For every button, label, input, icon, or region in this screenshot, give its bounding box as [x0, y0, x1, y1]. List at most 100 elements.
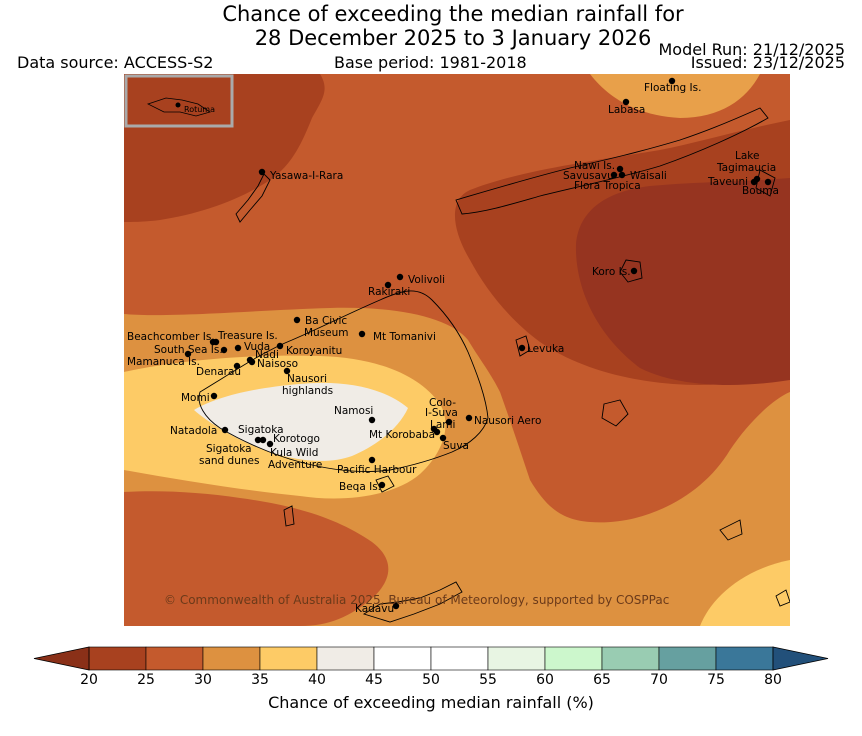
place-dot [258, 168, 266, 176]
place-label: Taveuni [707, 176, 748, 188]
place-label: Koro Is. [592, 266, 631, 278]
colorbar-segment [88, 646, 147, 671]
islet-coast-2 [775, 589, 790, 607]
place-label: Lami [430, 419, 455, 431]
rotuma-inset-frame [124, 74, 234, 128]
place-label: Kula Wild [270, 447, 318, 459]
colorbar-tick-label: 75 [707, 672, 725, 688]
colorbar-tick-label: 35 [251, 672, 269, 688]
place-label: Mamanuca Is. [127, 356, 200, 368]
place-label: Naisoso [257, 358, 298, 370]
place-label: Sigatoka [238, 424, 284, 436]
place-label: Adventure [268, 459, 322, 471]
colorbar-over-arrow [772, 646, 829, 671]
model-run-label: Model Run: 21/12/2025 [658, 40, 846, 59]
place-label: Rakiraki [368, 286, 410, 298]
place-dot [610, 171, 618, 179]
contour-20-core-east [575, 178, 790, 385]
colorbar-segment [430, 646, 489, 671]
place-dot [433, 428, 441, 436]
viti-levu-coast [198, 290, 489, 472]
place-label: Nadi [255, 349, 279, 361]
colorbar-segment [715, 646, 774, 671]
place-label: Kadavu [355, 603, 394, 615]
place-dot [283, 367, 291, 375]
place-dot [622, 98, 630, 106]
contour-40-45 [194, 382, 408, 461]
place-label: Sigatoka [206, 443, 252, 455]
place-label: Suva [443, 440, 469, 452]
colorbar-segment [544, 646, 603, 671]
place-label: Koroyanitu [286, 345, 342, 357]
place-dot [518, 344, 526, 352]
place-dot [764, 178, 772, 186]
place-label: Savusavu [563, 170, 614, 182]
place-dot [396, 273, 404, 281]
colorbar-segment [259, 646, 318, 671]
place-dot [358, 330, 366, 338]
place-label: Bouma [742, 185, 779, 197]
place-label: Treasure Is. [217, 330, 278, 342]
islet-coast-3 [283, 505, 295, 527]
koro-coast [619, 259, 643, 283]
colorbar-label: Chance of exceeding median rainfall (%) [268, 693, 594, 712]
islet-coast-1 [719, 519, 743, 541]
rotuma-dot [175, 102, 181, 108]
vanua-levu-coast [455, 107, 769, 215]
place-dot [445, 418, 453, 426]
place-label: Nausori Aero [474, 415, 541, 427]
colorbar-segment [316, 646, 375, 671]
colorbar-tick-label: 25 [137, 672, 155, 688]
place-dot [220, 346, 228, 354]
contour-25-30-southwest [124, 491, 389, 626]
coastlines [198, 107, 790, 623]
place-dot [384, 281, 392, 289]
place-label: Mt Tomanivi [373, 331, 436, 343]
place-dot [618, 171, 626, 179]
colorbar-tick-label: 30 [194, 672, 212, 688]
copyright-text: © Commonwealth of Australia 2025, Bureau… [164, 593, 669, 607]
place-label: Museum [304, 327, 349, 339]
place-label: Floating Is. [644, 82, 701, 94]
place-dot [616, 165, 624, 173]
place-label: Nausori [287, 373, 327, 385]
place-label: Natadola [170, 425, 217, 437]
place-label: Namosi [334, 405, 373, 417]
base-period-label: Base period: 1981-2018 [334, 53, 527, 72]
ovalau-coast [515, 335, 531, 357]
colorbar-segments [88, 646, 774, 671]
place-dot [233, 362, 241, 370]
place-label: Korotogo [273, 433, 320, 445]
place-label: Waisali [630, 170, 667, 182]
place-dot [234, 344, 242, 352]
title-line-1: Chance of exceeding the median rainfall … [222, 2, 684, 26]
place-dot [210, 392, 218, 400]
gau-coast [601, 399, 629, 427]
place-label: Colo- [429, 397, 456, 409]
place-dot [276, 342, 284, 350]
colorbar-tick-label: 20 [80, 672, 98, 688]
place-dot [259, 436, 267, 444]
place-label: South Sea Is. [154, 344, 223, 356]
colorbar-under-arrow [33, 646, 90, 671]
colorbar-tick-label: 80 [764, 672, 782, 688]
chart-title: Chance of exceeding the median rainfall … [0, 2, 862, 50]
place-label: sand dunes [199, 455, 259, 467]
rotuma-coast [146, 97, 211, 117]
colorbar-segment [601, 646, 660, 671]
place-dot [378, 481, 386, 489]
place-label: Volivoli [408, 274, 445, 286]
place-label: Labasa [608, 104, 645, 116]
issued-label: Issued: 23/12/2025 [690, 53, 845, 72]
place-label: Beachcomber Is. [127, 331, 215, 343]
place-label: Nawi Is. [574, 160, 615, 172]
place-label: Denarau [196, 366, 241, 378]
place-dot [212, 338, 220, 346]
place-label: I-Suva [425, 407, 458, 419]
place-dot [248, 358, 256, 366]
place-label: Levuka [527, 343, 564, 355]
colorbar-tick-label: 55 [479, 672, 497, 688]
colorbar-segment [202, 646, 261, 671]
place-label: Momi [181, 392, 210, 404]
